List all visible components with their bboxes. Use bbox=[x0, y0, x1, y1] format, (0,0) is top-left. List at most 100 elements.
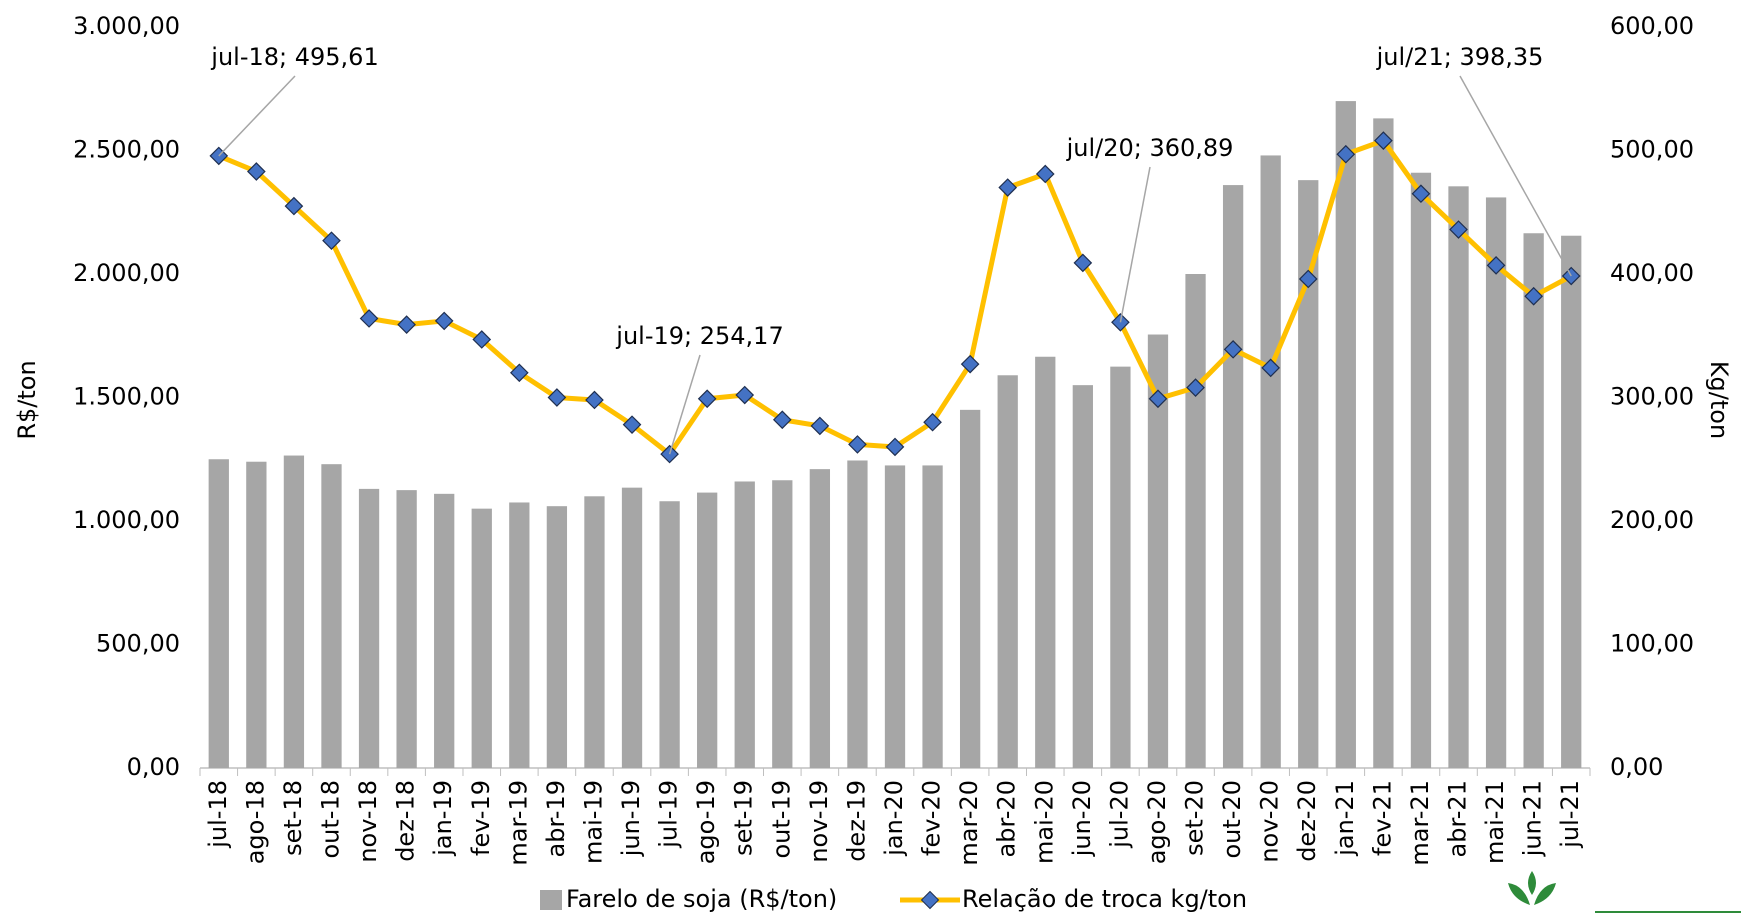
bar bbox=[283, 455, 305, 768]
marker bbox=[1298, 269, 1318, 289]
marker bbox=[1035, 164, 1055, 184]
bar bbox=[321, 464, 342, 768]
y2-tick-label: 100,00 bbox=[1610, 630, 1694, 658]
marker bbox=[622, 415, 642, 435]
bar bbox=[1110, 366, 1131, 768]
annotation: jul-19; 254,17 bbox=[615, 322, 783, 350]
annotation-leader bbox=[1459, 75, 1572, 277]
y2-tick-label: 400,00 bbox=[1610, 259, 1694, 287]
legend-label: Farelo de soja (R$/ton) bbox=[566, 885, 837, 913]
marker bbox=[284, 196, 304, 216]
bar bbox=[584, 496, 605, 768]
bar bbox=[922, 465, 943, 768]
line bbox=[217, 138, 1573, 457]
x-tick-label: out-19 bbox=[767, 780, 795, 859]
y-tick-label: 3.000,00 bbox=[73, 12, 180, 40]
x-tick-label: jun-21 bbox=[1519, 780, 1547, 857]
y2-axis-title: Kg/ton bbox=[1705, 361, 1733, 439]
annotation-leader bbox=[668, 354, 701, 455]
x-tick-label: jul-21 bbox=[1556, 780, 1584, 849]
y-tick-label: 500,00 bbox=[96, 630, 180, 658]
bar bbox=[1072, 385, 1093, 768]
x-tick-label: nov-19 bbox=[805, 780, 833, 863]
y2-tick-label: 600,00 bbox=[1610, 12, 1694, 40]
marker bbox=[472, 330, 492, 349]
x-tick-label: fev-21 bbox=[1368, 780, 1396, 856]
x-tick-label: ago-20 bbox=[1143, 780, 1171, 864]
bar bbox=[1260, 155, 1281, 768]
marker bbox=[772, 410, 792, 430]
marker bbox=[848, 435, 867, 454]
legend-label: Relação de troca kg/ton bbox=[962, 885, 1247, 913]
x-tick-label: dez-20 bbox=[1293, 780, 1321, 862]
marker bbox=[1411, 184, 1431, 204]
marker bbox=[397, 315, 416, 334]
x-tick-label: abr-20 bbox=[993, 780, 1021, 857]
marker bbox=[1524, 286, 1543, 306]
x-tick-label: abr-19 bbox=[542, 780, 570, 857]
marker bbox=[1336, 144, 1356, 164]
marker bbox=[1186, 378, 1205, 397]
bar bbox=[546, 506, 568, 768]
x-tick-label: out-20 bbox=[1218, 780, 1246, 859]
annotation-leader bbox=[1119, 166, 1151, 323]
annotation: jul-18; 495,61 bbox=[210, 43, 378, 71]
x-tick-label: mai-20 bbox=[1030, 780, 1058, 864]
x-tick-label: fev-19 bbox=[467, 780, 495, 856]
annotation: jul/20; 360,89 bbox=[1066, 134, 1234, 162]
bar bbox=[1410, 172, 1432, 769]
y-tick-label: 2.000,00 bbox=[73, 259, 180, 287]
x-tick-label: jun-20 bbox=[1068, 780, 1096, 857]
bar bbox=[884, 465, 906, 768]
marker bbox=[960, 354, 980, 374]
y-tick-label: 0,00 bbox=[127, 753, 180, 781]
bar bbox=[1335, 101, 1356, 769]
annotation-leader bbox=[218, 75, 296, 157]
x-tick-label: dez-18 bbox=[392, 780, 420, 862]
logo bbox=[1508, 871, 1741, 913]
bar bbox=[1147, 334, 1169, 768]
y-tick-label: 1.000,00 bbox=[73, 506, 180, 534]
bar bbox=[1222, 185, 1244, 768]
annotation: jul/21; 398,35 bbox=[1376, 43, 1544, 71]
x-tick-label: mar-21 bbox=[1406, 780, 1434, 866]
bar bbox=[358, 488, 380, 768]
bar bbox=[208, 459, 229, 768]
bar bbox=[471, 508, 492, 768]
marker bbox=[509, 363, 529, 383]
bar bbox=[659, 501, 680, 768]
x-tick-label: ago-18 bbox=[241, 780, 269, 864]
x-tick-label: nov-18 bbox=[354, 780, 382, 863]
marker bbox=[1449, 220, 1468, 239]
x-tick-label: mai-19 bbox=[579, 780, 607, 864]
marker bbox=[359, 309, 379, 328]
x-tick-label: set-20 bbox=[1181, 780, 1209, 856]
x-tick-label: nov-20 bbox=[1256, 780, 1284, 863]
marker bbox=[585, 390, 604, 410]
marker bbox=[1486, 256, 1506, 275]
bar bbox=[734, 481, 755, 768]
y2-tick-label: 0,00 bbox=[1610, 753, 1663, 781]
bar bbox=[1035, 356, 1056, 768]
bar bbox=[1298, 180, 1319, 768]
x-tick-label: jul-20 bbox=[1105, 780, 1133, 849]
bar bbox=[809, 469, 831, 768]
marker bbox=[885, 437, 905, 457]
x-tick-label: abr-21 bbox=[1444, 780, 1472, 857]
x-tick-label: set-18 bbox=[279, 780, 307, 856]
marker bbox=[923, 412, 942, 432]
bar bbox=[772, 480, 793, 768]
bar bbox=[1448, 186, 1469, 768]
x-tick-label: ago-19 bbox=[692, 780, 720, 864]
x-tick-label: jun-19 bbox=[617, 780, 645, 857]
bar bbox=[1523, 233, 1544, 768]
marker bbox=[1073, 253, 1093, 273]
bar bbox=[997, 375, 1018, 768]
marker bbox=[735, 385, 755, 405]
x-tick-label: mar-20 bbox=[955, 780, 983, 866]
bar bbox=[621, 487, 643, 768]
y2-tick-label: 200,00 bbox=[1610, 506, 1694, 534]
marker bbox=[247, 162, 266, 181]
